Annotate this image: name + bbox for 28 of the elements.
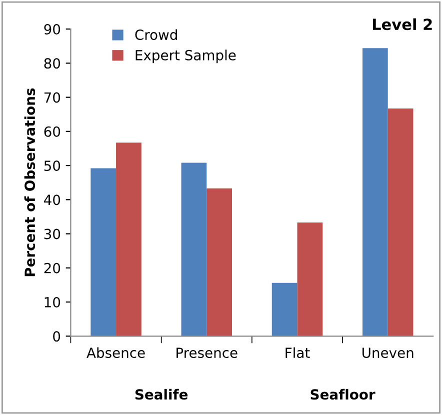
legend-label: Crowd [135, 29, 177, 40]
bar [362, 48, 388, 336]
y-tick-label: 80 [44, 58, 60, 69]
y-tick-label: 50 [44, 160, 60, 172]
y-tick-label: 70 [44, 92, 60, 103]
y-tick-label: 20 [44, 262, 60, 274]
y-tick-label: 0 [53, 331, 60, 342]
bar [272, 282, 298, 336]
x-tick-label: Presence [176, 348, 238, 358]
y-tick-label: 30 [44, 228, 60, 240]
bar [116, 142, 142, 336]
legend-label: Expert Sample [136, 50, 236, 64]
y-tick-label: 40 [44, 194, 60, 206]
x-tick-label: Flat [286, 347, 310, 358]
y-tick-label: 90 [44, 24, 60, 35]
y-tick-label: 10 [44, 296, 60, 308]
text: Sealife [135, 388, 188, 400]
x-tick-label: Uneven [362, 348, 414, 358]
bar [90, 168, 116, 336]
x-tick-label: Absence [86, 347, 145, 358]
chart-title: Level 2 [372, 18, 432, 30]
bar [388, 108, 414, 336]
text: Seafloor [310, 388, 376, 400]
bar [206, 188, 232, 336]
y-axis-title: Percent of Observations [24, 88, 36, 276]
bar [297, 222, 323, 336]
y-tick-label: 60 [44, 126, 60, 137]
bar [181, 162, 207, 336]
